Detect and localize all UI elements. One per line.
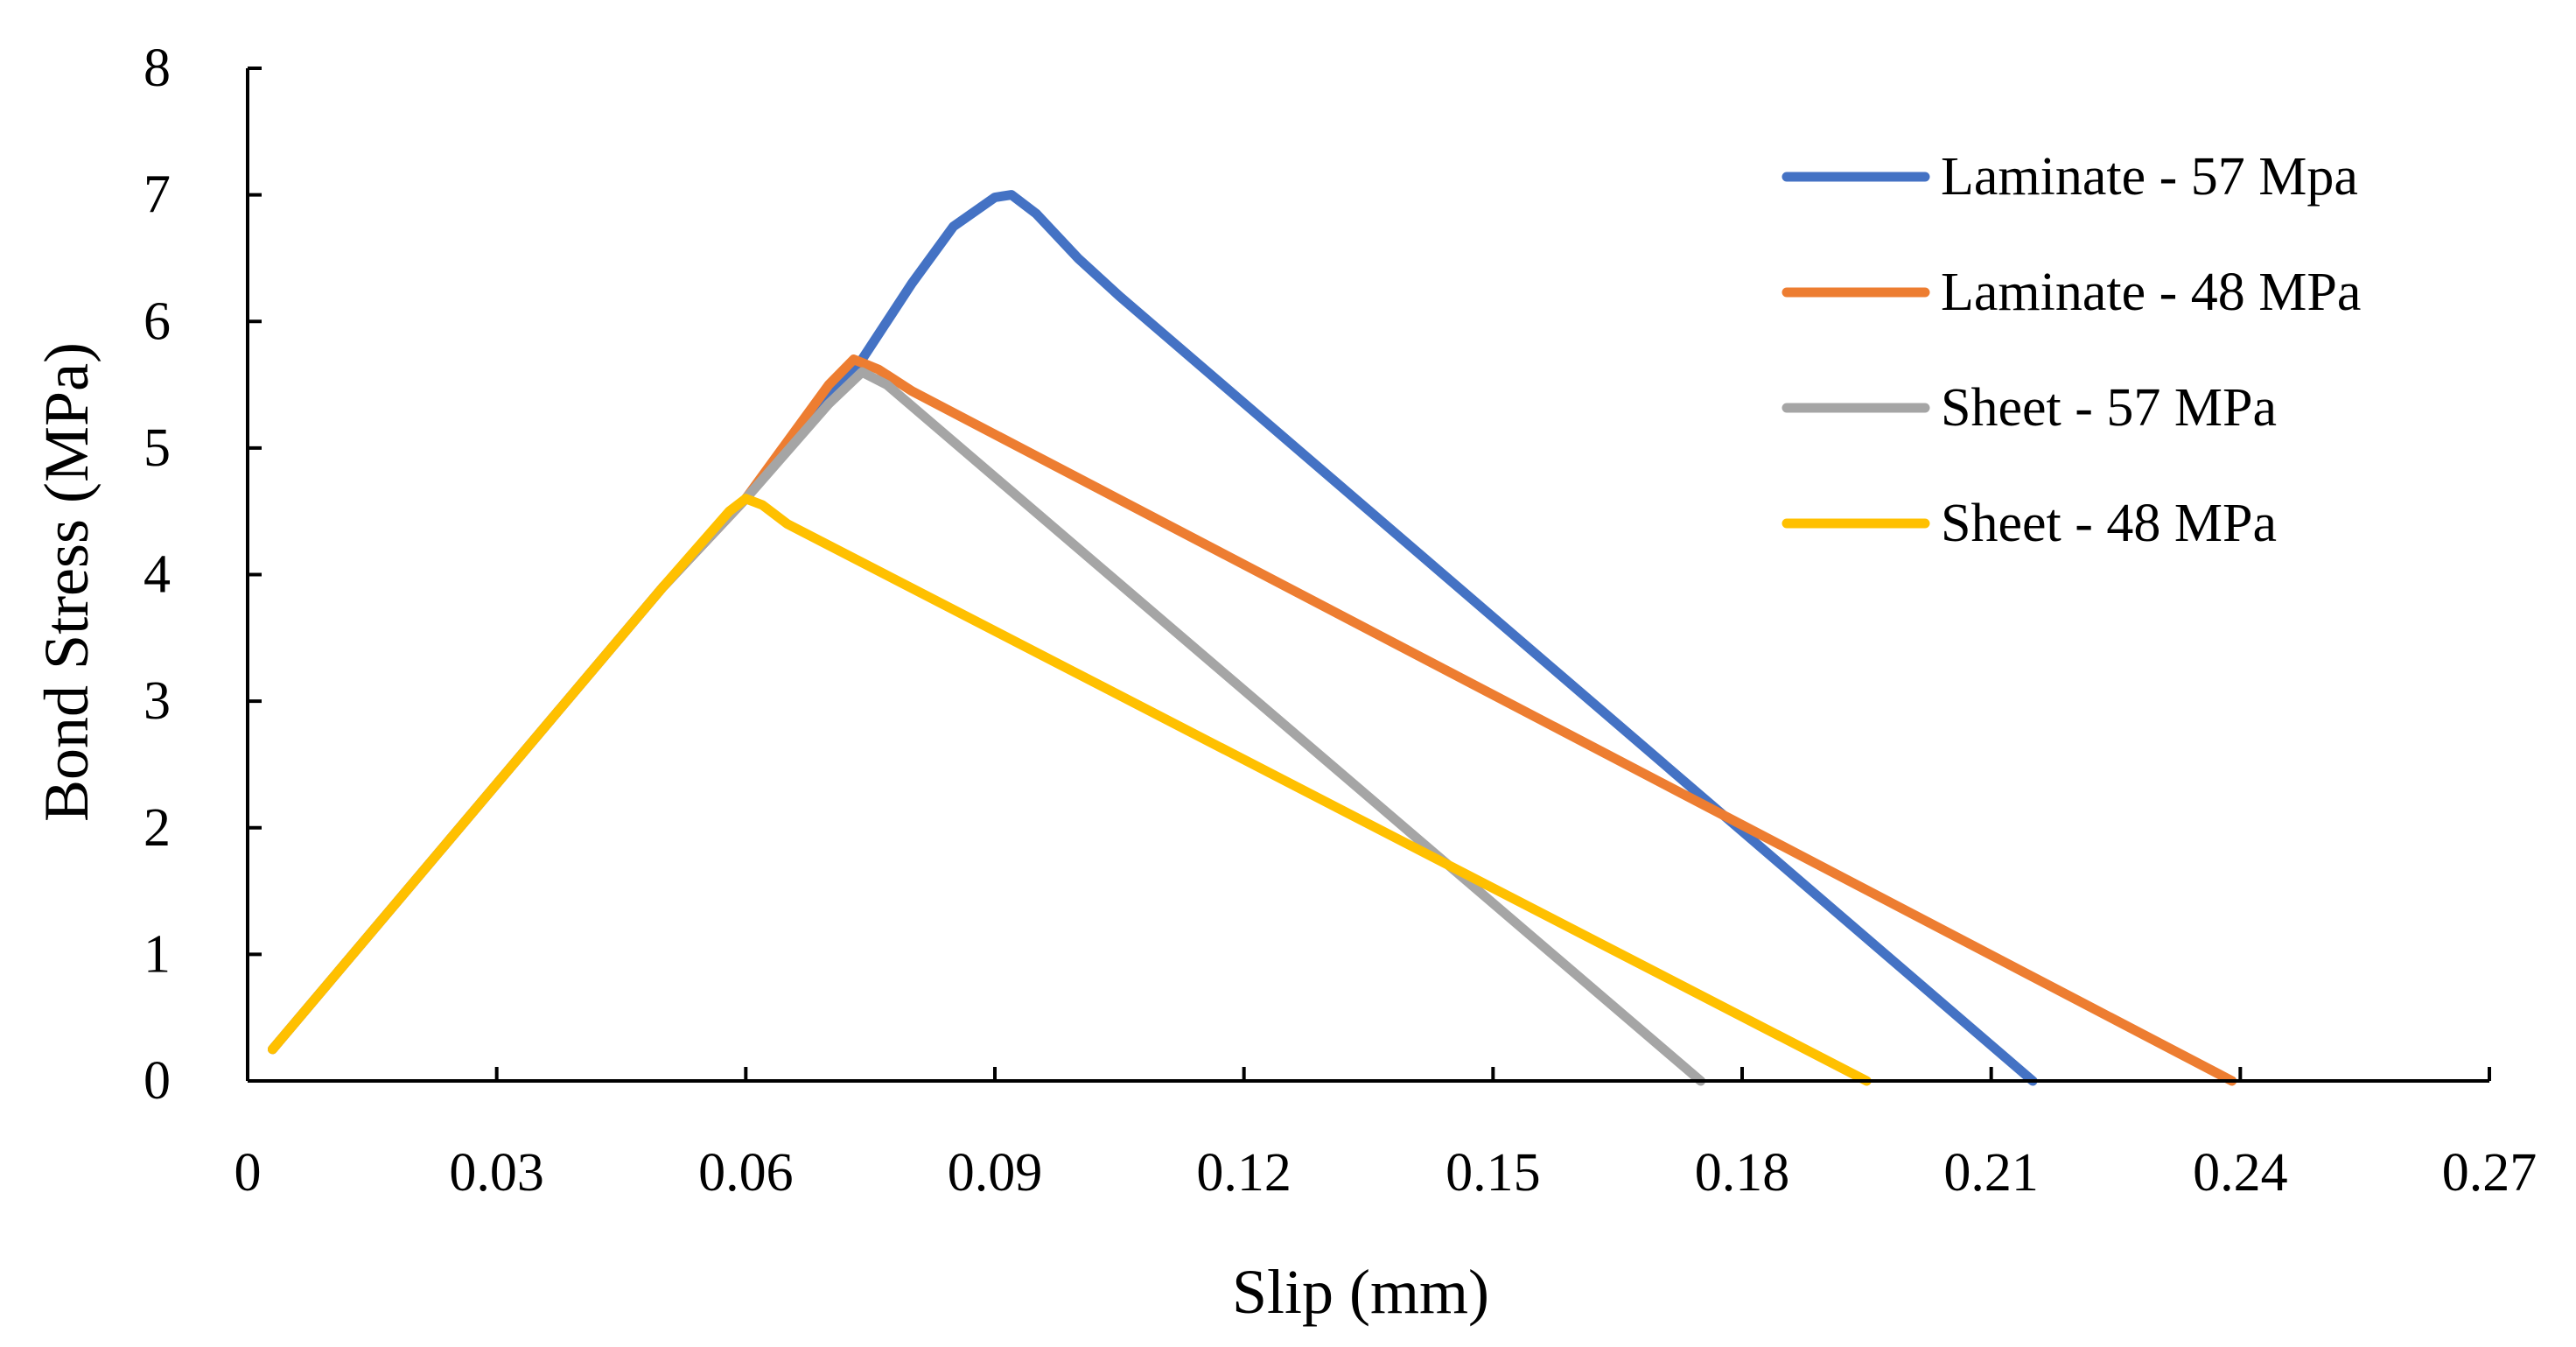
y-tick-label: 6	[144, 291, 171, 351]
x-tick-label: 0.27	[2442, 1143, 2538, 1203]
series-line-2	[268, 354, 2237, 1086]
y-tick-label: 4	[144, 545, 171, 605]
y-axis-title: Bond Stress (MPa)	[32, 342, 102, 822]
legend-label: Laminate - 57 Mpa	[1941, 147, 2358, 207]
x-tick-label: 0.24	[2193, 1143, 2288, 1203]
x-tick-label: 0	[234, 1143, 262, 1203]
x-tick-label: 0.12	[1196, 1143, 1292, 1203]
y-tick-label: 3	[144, 671, 171, 731]
x-tick-label: 0.09	[948, 1143, 1043, 1203]
x-tick-label: 0.15	[1446, 1143, 1541, 1203]
axes	[246, 68, 2489, 1083]
x-axis-title: Slip (mm)	[1232, 1257, 1489, 1327]
y-tick-label: 2	[144, 798, 171, 858]
y-tick-label: 8	[144, 39, 171, 98]
y-tick-label: 7	[144, 165, 171, 225]
series-line-4	[268, 494, 1872, 1086]
legend-label: Sheet - 57 MPa	[1941, 378, 2277, 438]
y-tick-label: 0	[144, 1051, 171, 1111]
x-tick-label: 0.03	[449, 1143, 544, 1203]
y-tick-label: 1	[144, 924, 171, 984]
legend: Laminate - 57 Mpa Laminate - 48 MPa Sheet …	[1782, 147, 2361, 553]
legend-label: Laminate - 48 MPa	[1941, 263, 2361, 322]
legend-label: Sheet - 48 MPa	[1941, 494, 2277, 553]
ticks: 0 0.03 0.06 0.09 0.12 0.15 0.18 0.21 0.24 0.27 0 1 2…	[144, 39, 2537, 1203]
series-line-3	[268, 367, 1706, 1086]
plot-lines	[268, 190, 2237, 1086]
series-line-1	[268, 190, 2038, 1086]
x-tick-label: 0.18	[1695, 1143, 1790, 1203]
y-tick-label: 5	[144, 418, 171, 478]
x-tick-label: 0.06	[698, 1143, 794, 1203]
x-tick-label: 0.21	[1943, 1143, 2039, 1203]
